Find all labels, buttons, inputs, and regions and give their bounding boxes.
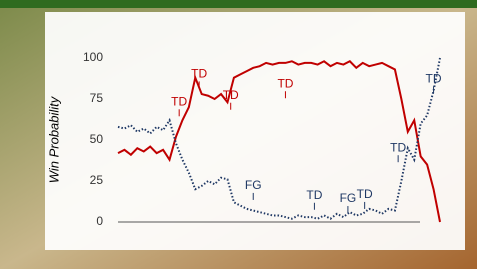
chart: Win Probability 0255075100TDTDTDTDFGTDFG…	[0, 0, 477, 269]
annotation: TD	[171, 94, 187, 108]
annotation: TD	[357, 187, 373, 201]
annotation: FG	[340, 191, 357, 205]
top-band	[0, 0, 477, 8]
page: {"chart_data": {"type": "line", "ylabel"…	[0, 0, 477, 269]
y-tick-label: 50	[90, 132, 104, 146]
annotation: TD	[223, 88, 239, 102]
annotation: TD	[191, 67, 207, 81]
annotation: TD	[390, 140, 406, 154]
y-axis-title: Win Probability	[46, 95, 61, 183]
plot-panel	[45, 12, 465, 250]
y-tick-label: 0	[96, 214, 103, 228]
annotation: TD	[306, 188, 322, 202]
y-tick-label: 75	[90, 91, 104, 105]
annotation: TD	[277, 76, 293, 90]
annotation: TD	[426, 71, 442, 85]
annotation: FG	[245, 178, 262, 192]
y-tick-label: 100	[83, 50, 103, 64]
y-tick-label: 25	[90, 173, 104, 187]
